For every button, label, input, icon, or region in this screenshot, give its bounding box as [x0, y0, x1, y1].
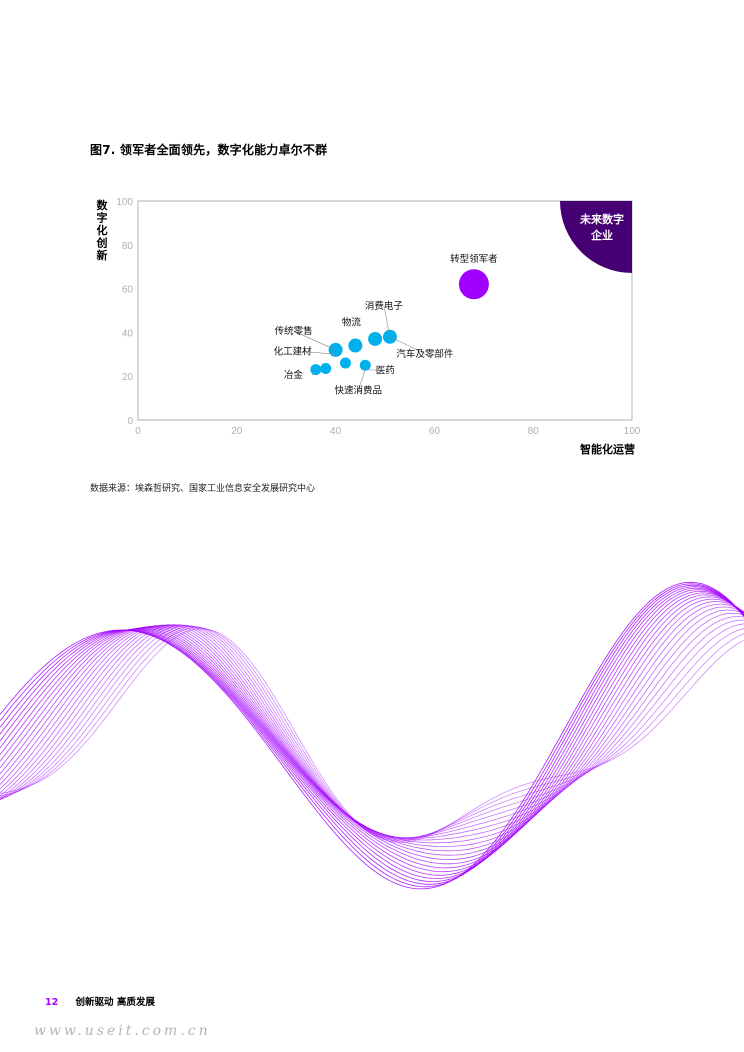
future-enterprise-label: 企业	[590, 228, 613, 242]
y-axis-label-char: 创	[96, 236, 108, 250]
data-point	[368, 331, 383, 346]
future-enterprise-quadrant	[560, 201, 632, 273]
decorative-wave-graphic	[0, 581, 744, 890]
wave-line	[0, 627, 744, 842]
page-footer: 12 创新驱动 高质发展	[45, 994, 155, 1008]
y-tick-label: 40	[122, 328, 134, 339]
wave-line	[0, 581, 744, 890]
point-label: 转型领军者	[450, 253, 498, 265]
y-axis-label-char: 字	[97, 211, 108, 225]
y-tick-label: 0	[127, 416, 133, 427]
wave-line	[0, 601, 744, 852]
plot-frame	[137, 200, 633, 421]
data-point	[458, 269, 489, 300]
wave-line	[0, 594, 744, 865]
x-tick-label: 20	[231, 426, 243, 437]
future-enterprise-label: 未来数字	[579, 212, 624, 226]
y-axis-label-char: 新	[97, 248, 108, 262]
x-axis-label: 智能化运营	[580, 442, 635, 456]
point-label: 化工建材	[274, 345, 313, 357]
figure-title: 图7. 领军者全面领先，数字化能力卓尔不群	[90, 143, 328, 157]
wave-line	[0, 598, 744, 856]
x-tick-label: 80	[528, 426, 540, 437]
y-tick-label: 20	[122, 372, 134, 383]
point-label: 汽车及零部件	[396, 348, 454, 360]
data-point	[339, 357, 351, 369]
x-tick-label: 100	[624, 426, 641, 437]
point-label: 医药	[376, 366, 395, 377]
wave-line	[0, 596, 744, 861]
point-label: 物流	[342, 317, 362, 329]
y-axis-label-char: 数	[97, 198, 109, 212]
wave-line	[0, 583, 744, 888]
x-tick-label: 40	[330, 426, 342, 437]
data-point	[310, 364, 322, 376]
y-tick-label: 80	[122, 241, 134, 252]
data-point	[348, 338, 363, 353]
data-point	[359, 359, 371, 371]
wave-line	[0, 592, 744, 869]
page-number: 12	[45, 997, 59, 1008]
label-leader-line	[389, 336, 426, 355]
point-label: 快速消费品	[334, 385, 382, 397]
y-tick-label: 60	[122, 285, 134, 296]
x-tick-label: 0	[135, 426, 141, 437]
wave-line	[0, 628, 744, 843]
wave-line	[0, 603, 744, 848]
footer-section-title: 创新驱动 高质发展	[75, 997, 155, 1008]
point-label: 传统零售	[275, 325, 313, 337]
figure-source: 数据来源：埃森哲研究、国家工业信息安全发展研究中心	[90, 484, 316, 494]
label-leader-line	[311, 373, 316, 376]
wave-line	[0, 616, 744, 839]
y-axis-label-char: 化	[97, 223, 108, 237]
point-label: 冶金	[284, 369, 304, 381]
label-leader-line	[301, 351, 336, 355]
y-tick-label: 100	[116, 197, 133, 208]
data-point	[320, 363, 332, 375]
label-leader-line	[365, 369, 386, 371]
wave-line	[0, 612, 744, 839]
point-label: 消费电子	[365, 300, 404, 312]
label-leader-line	[383, 305, 391, 337]
wave-line	[0, 619, 744, 839]
x-tick-label: 60	[429, 426, 441, 437]
label-leader-line	[357, 369, 366, 391]
watermark: www.useit.com.cn	[34, 1023, 211, 1039]
label-leader-line	[293, 330, 336, 351]
